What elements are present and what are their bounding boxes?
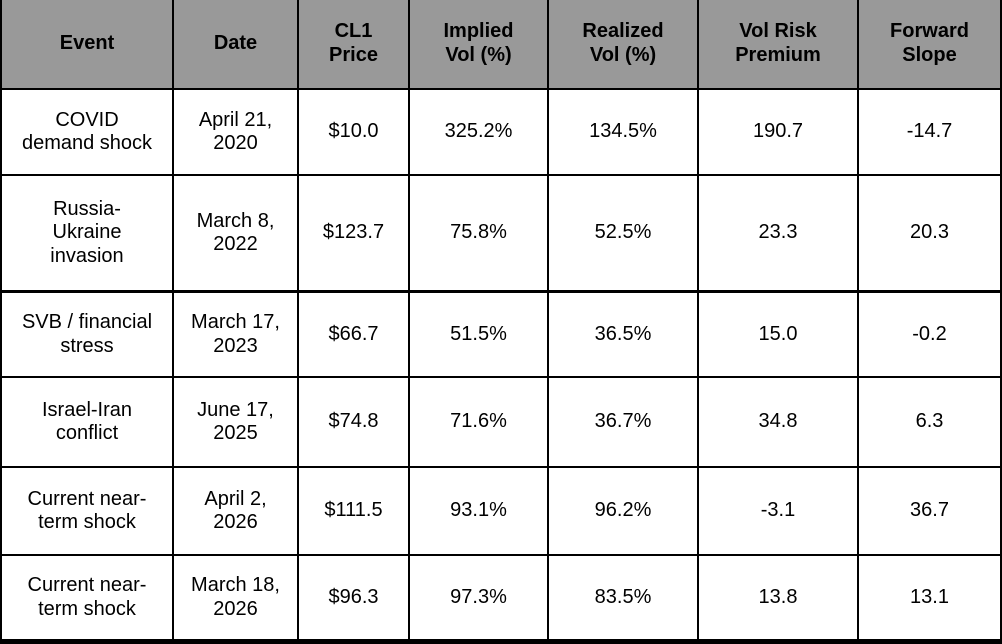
cell-forward-slope: -0.2	[857, 290, 1002, 378]
cell-cl1-price: $111.5	[297, 466, 410, 556]
cell-implied-vol: 93.1%	[408, 466, 549, 556]
cell-vol-risk-premium: 190.7	[697, 88, 859, 176]
cell-vol-risk-premium: 23.3	[697, 174, 859, 293]
cell-cl1-price: $10.0	[297, 88, 410, 176]
cell-cl1-price: $123.7	[297, 174, 410, 293]
cell-implied-vol: 325.2%	[408, 88, 549, 176]
cell-event: Current near- term shock	[0, 554, 174, 643]
cell-cl1-price: $96.3	[297, 554, 410, 643]
cell-date: March 8, 2022	[172, 174, 299, 293]
cell-cl1-price: $66.7	[297, 290, 410, 378]
cell-forward-slope: 6.3	[857, 376, 1002, 468]
table-body: COVID demand shock April 21, 2020 $10.0 …	[0, 88, 1002, 643]
column-header-implied-vol: Implied Vol (%)	[408, 0, 549, 90]
cell-implied-vol: 75.8%	[408, 174, 549, 293]
cell-realized-vol: 83.5%	[547, 554, 699, 643]
table-header: Event Date CL1 Price Implied Vol (%) Rea…	[0, 0, 1002, 90]
cell-event: Russia- Ukraine invasion	[0, 174, 174, 293]
cell-vol-risk-premium: 34.8	[697, 376, 859, 468]
cell-implied-vol: 71.6%	[408, 376, 549, 468]
cell-realized-vol: 96.2%	[547, 466, 699, 556]
cell-cl1-price: $74.8	[297, 376, 410, 468]
header-row: Event Date CL1 Price Implied Vol (%) Rea…	[0, 0, 1002, 90]
column-header-cl1-price: CL1 Price	[297, 0, 410, 90]
cell-event: SVB / financial stress	[0, 290, 174, 378]
cell-event: Israel-Iran conflict	[0, 376, 174, 468]
table-row: Current near- term shock April 2, 2026 $…	[0, 466, 1002, 556]
cell-vol-risk-premium: 15.0	[697, 290, 859, 378]
table-row: Israel-Iran conflict June 17, 2025 $74.8…	[0, 376, 1002, 468]
cell-date: April 21, 2020	[172, 88, 299, 176]
cell-vol-risk-premium: -3.1	[697, 466, 859, 556]
table-row: SVB / financial stress March 17, 2023 $6…	[0, 290, 1002, 378]
cell-event: COVID demand shock	[0, 88, 174, 176]
table-row: COVID demand shock April 21, 2020 $10.0 …	[0, 88, 1002, 176]
cell-date: April 2, 2026	[172, 466, 299, 556]
table-row: Russia- Ukraine invasion March 8, 2022 $…	[0, 174, 1002, 293]
column-header-vol-risk-premium: Vol Risk Premium	[697, 0, 859, 90]
column-header-forward-slope: Forward Slope	[857, 0, 1002, 90]
cell-date: March 17, 2023	[172, 290, 299, 378]
cell-forward-slope: 13.1	[857, 554, 1002, 643]
column-header-date: Date	[172, 0, 299, 90]
cell-realized-vol: 36.5%	[547, 290, 699, 378]
column-header-realized-vol: Realized Vol (%)	[547, 0, 699, 90]
cell-realized-vol: 134.5%	[547, 88, 699, 176]
cell-date: March 18, 2026	[172, 554, 299, 643]
cell-vol-risk-premium: 13.8	[697, 554, 859, 643]
cell-forward-slope: 36.7	[857, 466, 1002, 556]
cell-implied-vol: 97.3%	[408, 554, 549, 643]
cell-realized-vol: 52.5%	[547, 174, 699, 293]
cell-date: June 17, 2025	[172, 376, 299, 468]
cell-forward-slope: -14.7	[857, 88, 1002, 176]
cell-forward-slope: 20.3	[857, 174, 1002, 293]
cell-implied-vol: 51.5%	[408, 290, 549, 378]
cell-event: Current near- term shock	[0, 466, 174, 556]
column-header-event: Event	[0, 0, 174, 90]
table-row: Current near- term shock March 18, 2026 …	[0, 554, 1002, 643]
cell-realized-vol: 36.7%	[547, 376, 699, 468]
